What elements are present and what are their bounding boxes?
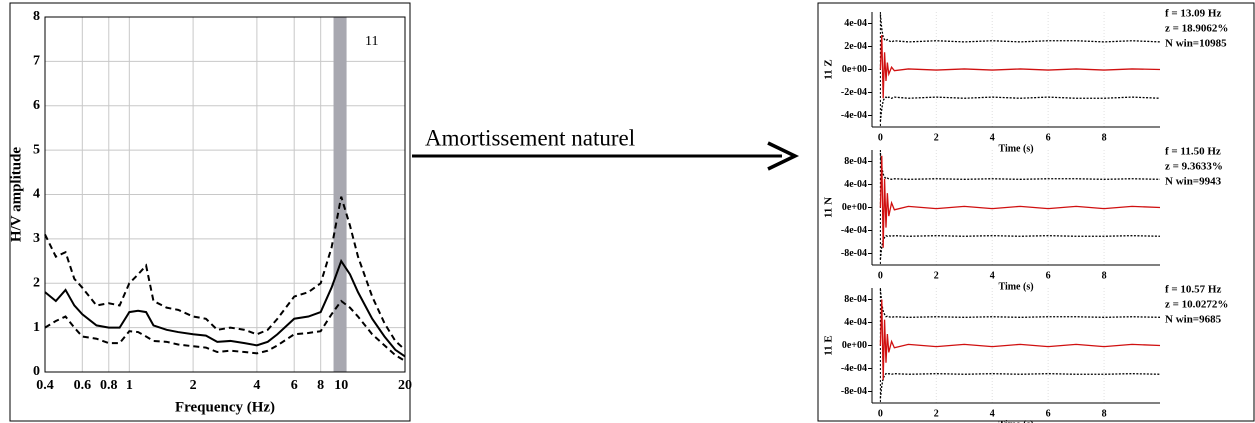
x-tick-label: 2 [934,132,939,143]
x-tick-label: 6 [1046,132,1051,143]
y-axis-label: 11 E [823,335,835,355]
series-line [879,289,1161,318]
y-tick-label: 4e-04 [844,317,867,328]
info-text: z = 9.3633% [1165,161,1223,173]
info-text: f = 11.50 Hz [1165,146,1221,158]
x-tick-label: 8 [1102,270,1107,281]
x-tick-label: 2 [934,408,939,419]
info-text: f = 10.57 Hz [1165,284,1221,296]
panel-label: 11 [365,34,378,49]
y-tick-label: 8e-04 [844,294,867,305]
y-tick-label: -8e-04 [841,248,867,259]
y-tick-label: -8e-04 [841,386,867,397]
y-tick-label: 1 [33,320,40,335]
info-text: N win=10985 [1165,38,1227,50]
x-tick-label: 4 [990,270,995,281]
x-axis-label: Time (s) [998,143,1033,154]
y-tick-label: 5 [33,142,40,157]
y-tick-label: 8e-04 [844,156,867,167]
y-tick-label: 2 [33,275,40,290]
x-tick-label: 4 [990,132,995,143]
y-tick-label: 8 [33,9,40,24]
x-tick-label: 4 [253,378,260,393]
x-tick-label: 0 [878,408,883,419]
series-line [44,196,406,351]
y-tick-label: 0e+00 [842,340,867,351]
x-tick-label: 10 [334,378,348,393]
y-tick-label: 0e+00 [842,202,867,213]
x-tick-label: 2 [190,378,197,393]
series-line [879,372,1161,399]
y-tick-label: 4e-04 [844,18,867,29]
y-tick-label: 0e+00 [842,64,867,75]
y-tick-label: -4e-04 [841,363,867,374]
y-tick-label: 0 [33,364,40,379]
y-tick-label: 3 [33,231,40,246]
x-tick-label: 2 [934,270,939,281]
y-tick-label: -4e-04 [841,110,867,121]
y-tick-label: -2e-04 [841,87,867,98]
series-line [879,14,1161,43]
x-axis-label: Time (s) [998,419,1033,423]
x-tick-label: 8 [1102,132,1107,143]
arrow-head [767,141,800,171]
series-line [879,155,1161,248]
arrow-label: Amortissement naturel [425,125,635,150]
y-tick-label: -4e-04 [841,225,867,236]
y-tick-label: 4e-04 [844,179,867,190]
left-frame [9,2,411,422]
x-tick-label: 8 [317,378,324,393]
x-tick-label: 8 [1102,408,1107,419]
x-tick-label: 0.6 [74,378,92,393]
x-axis-label: Frequency (Hz) [175,399,275,415]
info-text: f = 13.09 Hz [1165,8,1221,20]
y-tick-label: 2e-04 [844,41,867,52]
y-tick-label: 6 [33,98,40,113]
x-tick-label: 6 [1046,408,1051,419]
x-tick-label: 1 [126,378,133,393]
y-axis-label: 11 Z [823,59,835,79]
y-axis-label: H/V amplitude [8,147,24,242]
x-tick-label: 0 [878,132,883,143]
x-tick-label: 6 [291,378,298,393]
series-line [44,258,406,358]
info-text: N win=9685 [1165,314,1222,326]
info-text: z = 10.0272% [1165,299,1228,311]
y-tick-label: 4 [33,187,40,202]
series-line [879,152,1161,180]
series-line [879,234,1161,260]
series-line [879,34,1161,99]
x-axis-label: Time (s) [998,281,1033,292]
info-text: N win=9943 [1165,176,1222,188]
x-tick-label: 20 [398,378,412,393]
series-line [44,299,406,362]
x-tick-label: 0.4 [36,378,54,393]
y-tick-label: 7 [33,54,40,69]
x-tick-label: 6 [1046,270,1051,281]
x-tick-label: 4 [990,408,995,419]
highlight-band [333,17,347,372]
plot-frame [44,16,406,373]
x-tick-label: 0 [878,270,883,281]
series-line [879,96,1161,122]
x-tick-label: 0.8 [100,378,118,393]
series-line [879,299,1161,381]
info-text: z = 18.9062% [1165,23,1228,35]
y-axis-label: 11 N [823,197,835,218]
right-frame [817,2,1255,422]
